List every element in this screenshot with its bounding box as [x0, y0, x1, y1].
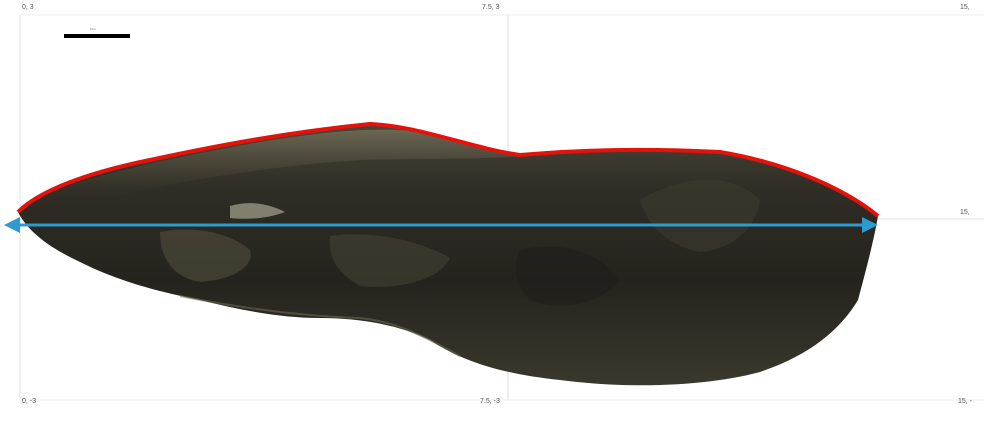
flake-scar-2 [329, 234, 450, 287]
flake-scar-4 [640, 179, 760, 252]
flake-scar-1 [160, 229, 251, 282]
grid-label-top-mid: 7.5, 3 [482, 4, 500, 11]
flint-artifact [18, 124, 878, 386]
measure-arrow[interactable] [4, 217, 878, 233]
artifact-body [18, 124, 878, 386]
scale-bar-label: 1cm [90, 27, 96, 31]
grid-label-bottom-mid: 7.5, -3 [480, 398, 500, 405]
grid-label-bottom-left: 0, -3 [22, 398, 37, 405]
grid-label-top-right: 15, [960, 4, 970, 11]
arrow-head-right-icon [862, 217, 878, 233]
ventral-ridge [179, 295, 461, 357]
flake-scar-3 [515, 246, 620, 306]
grid-label-mid-right: 15, [960, 209, 970, 216]
edge-outline [16, 122, 880, 218]
arrow-head-left-icon [4, 217, 20, 233]
grid-label-top-left: 0, 3 [22, 4, 34, 11]
cortex-highlight [30, 129, 520, 200]
grid-label-bottom-right: 15, - [958, 398, 973, 405]
scale-bar [64, 34, 130, 38]
reflective-spot [230, 203, 285, 219]
